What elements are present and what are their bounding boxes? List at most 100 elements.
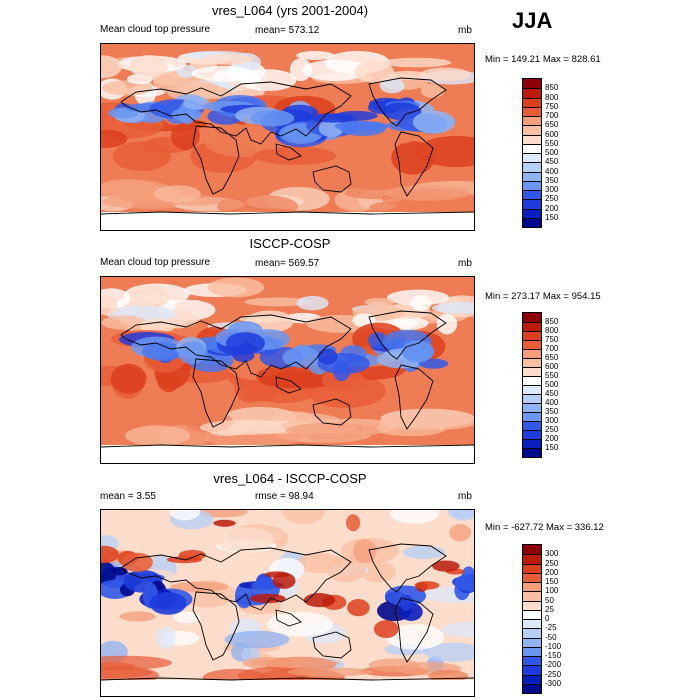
colorbar-bin (523, 88, 541, 98)
field-blob (431, 302, 474, 314)
colorbar-tick-label: 650 (545, 353, 559, 362)
colorbar-bin (523, 403, 541, 412)
coastline (192, 125, 240, 195)
colorbar-bin (523, 674, 541, 684)
field-blob (129, 55, 169, 77)
panel-3-mean-label: mean = 3.55 (100, 491, 156, 502)
colorbar-tick-label: 300 (545, 416, 559, 425)
field-blob (249, 109, 295, 127)
field-blob (110, 363, 147, 394)
colorbar-bin (523, 582, 541, 592)
antarctica-mask (101, 445, 474, 463)
colorbar-bin (523, 367, 541, 376)
field-blob (317, 348, 338, 365)
colorbar-tick-label: -100 (545, 641, 562, 651)
field-blob (101, 561, 117, 586)
panel-1-map (100, 43, 475, 231)
colorbar-tick-label: 700 (545, 111, 559, 120)
field-blob (101, 624, 129, 638)
field-blob (354, 61, 395, 83)
panel-3-rmse-label: rmse = 98.94 (255, 491, 314, 502)
colorbar-bin (523, 208, 541, 218)
field-blob (101, 295, 118, 316)
field-blob (285, 422, 381, 440)
field-blob (125, 425, 191, 446)
colorbar-bin (523, 591, 541, 601)
colorbar-bin (523, 421, 541, 430)
colorbar-bin (523, 97, 541, 107)
coastline (312, 631, 352, 659)
panel-1-title: vres_L064 (yrs 2001-2004) (211, 3, 369, 18)
coastline (101, 444, 474, 448)
field-blob (155, 626, 176, 650)
field-blob (369, 201, 417, 213)
field-blob (101, 545, 119, 564)
panel-1-field (101, 44, 474, 230)
field-blob (191, 65, 255, 82)
field-blob (169, 510, 201, 521)
field-blob (178, 549, 206, 561)
colorbar-bin (523, 143, 541, 153)
colorbar-tick-label: 600 (545, 362, 559, 371)
colorbar-bin (523, 376, 541, 385)
colorbar-bin (523, 162, 541, 172)
colorbar-tick-label: 600 (545, 129, 559, 139)
panel-3-title: vres_L064 - ISCCP-COSP (213, 471, 367, 486)
field-blob (334, 120, 389, 132)
field-blob (170, 122, 200, 151)
colorbar-bin (523, 340, 541, 349)
panel-2-colorbar: 150 200 250 300 350 400 450 500 550 600 650 700 750 8… (522, 312, 558, 458)
colorbar-tick-label: 400 (545, 166, 559, 176)
field-blob (296, 295, 329, 311)
field-blob (139, 318, 176, 334)
colorbar-tick-label: 150 (545, 443, 559, 452)
coastline (394, 597, 434, 663)
colorbar-tick-label: 550 (545, 138, 559, 148)
field-blob (213, 519, 236, 527)
field-blob (424, 642, 474, 662)
coastline (394, 364, 434, 430)
colorbar-tick-label: 800 (545, 326, 559, 335)
colorbar-tick-label: 850 (545, 317, 559, 326)
colorbar-bin (523, 116, 541, 126)
field-blob (455, 573, 474, 592)
field-blob (207, 277, 265, 298)
colorbar-tick-label: -250 (545, 669, 562, 679)
colorbar-bin (523, 322, 541, 331)
coastline (368, 310, 447, 360)
field-blob (418, 358, 449, 369)
colorbar-bin (523, 394, 541, 403)
field-blob (399, 594, 414, 611)
panel-2-field (101, 277, 474, 463)
field-blob (141, 342, 184, 361)
field-blob (101, 55, 123, 79)
colorbar-tick-label: 450 (545, 389, 559, 398)
field-blob (395, 376, 474, 399)
colorbar-bin (523, 646, 541, 656)
colorbar-bin (523, 412, 541, 421)
field-blob (183, 96, 210, 110)
colorbar-tick-label: 800 (545, 92, 559, 102)
coastline (275, 376, 302, 394)
field-blob (245, 387, 277, 402)
colorbar-bin (523, 619, 541, 629)
colorbar-tick-label: 200 (545, 567, 559, 577)
field-blob (303, 593, 336, 608)
colorbar-tick-label: 100 (545, 586, 559, 596)
coastline (120, 547, 352, 611)
colorbar-tick-label: 850 (545, 83, 559, 93)
field-blob (402, 545, 446, 560)
field-blob (436, 313, 458, 335)
field-blob (112, 141, 171, 172)
field-blob (384, 184, 471, 201)
colorbar-tick-label: 750 (545, 101, 559, 111)
season-label: JJA (512, 8, 553, 33)
coastline (368, 77, 447, 127)
colorbar-bin (523, 153, 541, 163)
panel-2-map (100, 276, 475, 464)
field-blob (412, 110, 456, 134)
colorbar-tick-label: 700 (545, 344, 559, 353)
field-blob (128, 285, 170, 309)
field-blob (170, 581, 229, 592)
panel-3-minmax: Min = -627.72 Max = 336.12 (485, 522, 604, 533)
